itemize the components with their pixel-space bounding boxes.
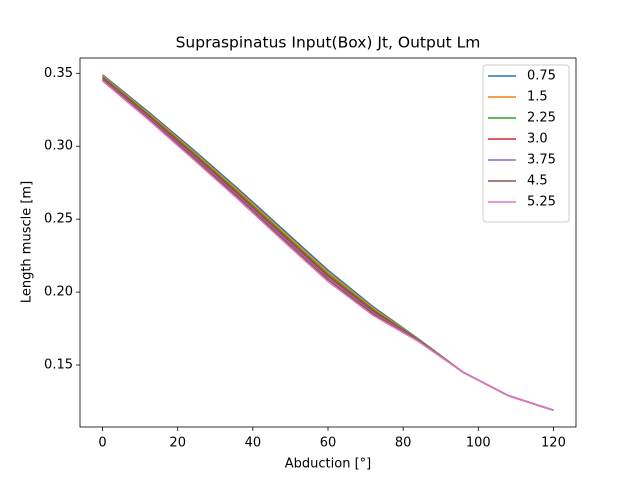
y-tick-label: 0.35 [44, 66, 73, 81]
x-tick-label: 120 [541, 436, 566, 451]
y-axis-label: Length muscle [m] [20, 181, 35, 303]
y-tick-label: 0.25 [44, 212, 73, 227]
x-axis-label: Abduction [°] [285, 457, 371, 472]
series-line [102, 80, 554, 411]
legend-label: 4.5 [527, 174, 548, 189]
legend-label: 1.5 [527, 90, 548, 105]
legend-label: 3.0 [527, 132, 548, 147]
x-tick-label: 80 [395, 436, 412, 451]
legend-label: 5.25 [527, 195, 556, 210]
x-tick-label: 0 [98, 436, 106, 451]
legend-box [482, 64, 570, 223]
x-tick-label: 60 [320, 436, 337, 451]
legend-label: 2.25 [527, 111, 556, 126]
x-tick-label: 100 [466, 436, 491, 451]
chart-title: Supraspinatus Input(Box) Jt, Output Lm [176, 34, 481, 52]
y-tick-label: 0.15 [44, 358, 73, 373]
x-tick-label: 40 [245, 436, 262, 451]
plot-frame [79, 57, 577, 428]
legend-label: 3.75 [527, 153, 556, 168]
x-tick-label: 20 [169, 436, 186, 451]
legend-label: 0.75 [527, 69, 556, 84]
y-tick-label: 0.30 [44, 139, 73, 154]
y-tick-label: 0.20 [44, 285, 73, 300]
